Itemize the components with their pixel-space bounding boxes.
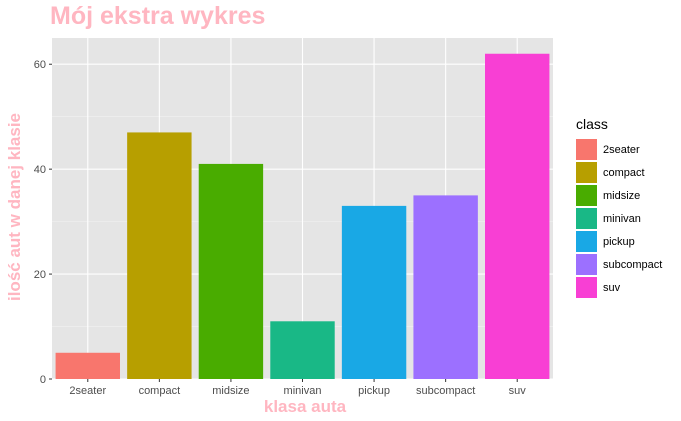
legend-key xyxy=(576,139,597,160)
legend-item: pickup xyxy=(576,230,662,253)
legend-key xyxy=(576,185,597,206)
legend-item: midsize xyxy=(576,184,662,207)
legend-item: compact xyxy=(576,161,662,184)
legend-title: class xyxy=(576,116,608,132)
x-tick-label: 2seater xyxy=(69,385,106,397)
legend-label: minivan xyxy=(603,212,641,225)
legend-label: compact xyxy=(603,166,645,179)
legend-label: suv xyxy=(603,281,621,294)
bar-2seater xyxy=(55,352,120,379)
legend-items: 2seater compact midsize minivan pickup subcom… xyxy=(576,138,662,299)
legend-key xyxy=(576,254,597,275)
bar-midsize xyxy=(198,163,264,379)
x-tick-label: minivan xyxy=(284,385,322,397)
bar-minivan xyxy=(270,321,335,379)
legend-key xyxy=(576,277,597,298)
chart-title: Mój ekstra wykres xyxy=(50,2,266,30)
legend-item: subcompact xyxy=(576,253,662,276)
x-tick-label: pickup xyxy=(358,385,390,397)
legend-key xyxy=(576,231,597,252)
legend-item: minivan xyxy=(576,207,662,230)
bar-suv xyxy=(485,53,550,379)
x-tick-label: compact xyxy=(139,385,181,397)
bar-subcompact xyxy=(413,195,478,379)
x-tick-label: midsize xyxy=(212,385,249,397)
x-tick-label: suv xyxy=(509,385,527,397)
legend-key xyxy=(576,162,597,183)
legend-label: pickup xyxy=(603,235,635,248)
legend-label: midsize xyxy=(603,189,641,202)
y-tick-label: 60 xyxy=(34,59,46,71)
y-tick-label: 0 xyxy=(40,374,46,386)
legend-label: 2seater xyxy=(603,143,640,156)
bar-pickup xyxy=(341,205,407,379)
y-tick-label: 40 xyxy=(34,164,46,176)
x-axis-label: klasa auta xyxy=(263,397,347,416)
y-tick-label: 20 xyxy=(34,269,46,281)
legend-item: suv xyxy=(576,276,662,299)
x-tick-label: subcompact xyxy=(416,385,475,397)
legend-item: 2seater xyxy=(576,138,662,161)
legend-label: subcompact xyxy=(603,258,663,271)
legend: class 2seater compact midsize minivan pickup… xyxy=(576,116,662,299)
legend-key xyxy=(576,208,597,229)
bar-compact xyxy=(127,132,192,379)
